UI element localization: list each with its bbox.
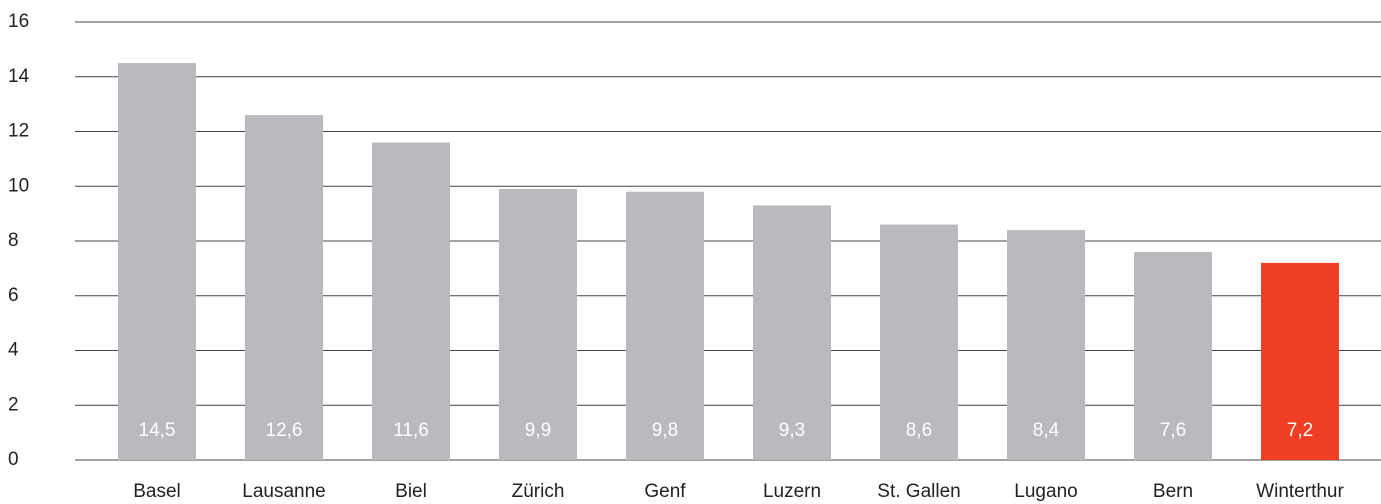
value-label: 9,9 <box>525 420 551 441</box>
value-label: 8,4 <box>1033 420 1060 441</box>
y-tick-label: 2 <box>8 394 19 415</box>
value-label: 7,6 <box>1160 420 1186 441</box>
bar <box>1007 230 1085 460</box>
y-tick-label: 4 <box>8 340 19 361</box>
bar <box>118 63 196 460</box>
bar <box>245 115 323 460</box>
bar <box>372 142 450 460</box>
x-tick-label: Biel <box>395 481 427 502</box>
x-tick-label: Winterthur <box>1256 481 1344 502</box>
x-tick-label: Bern <box>1153 481 1193 502</box>
y-tick-label: 8 <box>8 230 19 251</box>
bar <box>626 191 704 460</box>
bar <box>1134 251 1212 460</box>
y-tick-label: 12 <box>8 121 29 142</box>
value-label: 14,5 <box>139 420 176 441</box>
x-tick-label: Lausanne <box>242 481 325 502</box>
value-label: 9,3 <box>779 420 805 441</box>
value-label: 7,2 <box>1287 420 1313 441</box>
y-tick-label: 10 <box>8 175 29 196</box>
value-label: 9,8 <box>652 420 678 441</box>
x-tick-label: Genf <box>644 481 686 502</box>
bar <box>880 224 958 460</box>
value-label: 8,6 <box>906 420 932 441</box>
bar <box>1261 262 1339 460</box>
x-tick-label: Luzern <box>763 481 821 502</box>
x-tick-label: Basel <box>133 481 181 502</box>
value-label: 11,6 <box>393 420 429 441</box>
y-tick-label: 6 <box>8 285 19 306</box>
x-tick-label: Zürich <box>512 481 565 502</box>
value-label: 12,6 <box>266 420 303 441</box>
bar <box>499 188 577 461</box>
bar <box>753 205 831 460</box>
x-tick-label: St. Gallen <box>877 481 960 502</box>
y-tick-label: 0 <box>8 449 19 470</box>
y-tick-label: 14 <box>8 66 30 87</box>
x-tick-label: Lugano <box>1014 481 1077 502</box>
y-tick-label: 16 <box>8 11 29 32</box>
